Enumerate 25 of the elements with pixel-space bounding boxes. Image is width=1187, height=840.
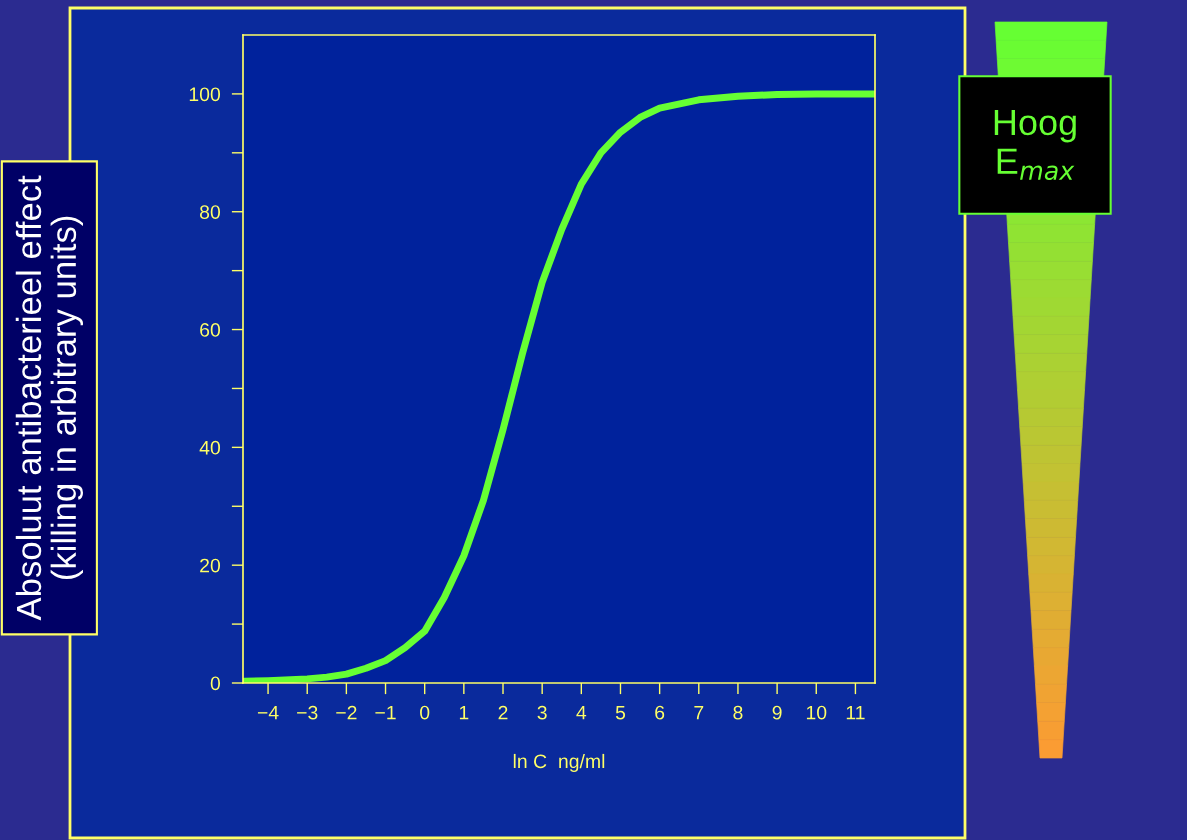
y-tick-label: 60 <box>200 323 221 337</box>
x-axis-title: ln C ng/ml <box>513 753 605 773</box>
y-tick-label: 40 <box>199 440 221 455</box>
x-tick-label: −1 <box>375 705 396 720</box>
x-tick-label: 11 <box>846 705 865 720</box>
x-tick-label: 8 <box>733 705 743 720</box>
x-tick-label: 4 <box>576 705 587 720</box>
y-tick-label: 80 <box>200 205 221 219</box>
x-tick-label: 5 <box>615 705 626 720</box>
x-tick-label: 9 <box>772 705 782 720</box>
y-tick-label: 0 <box>210 676 221 691</box>
x-tick-label: 3 <box>537 705 547 720</box>
x-tick-label: 6 <box>655 705 665 720</box>
x-tick-label: 7 <box>694 705 704 720</box>
y-tick-label: 100 <box>189 87 221 102</box>
x-tick-label: 10 <box>806 705 827 720</box>
y-tick-label: 20 <box>200 558 221 573</box>
x-tick-label: 2 <box>498 705 508 720</box>
text: Hoog E$_{max}$ <box>994 110 1076 180</box>
x-tick-label: −3 <box>297 705 318 720</box>
y-axis-title: Absoluut antibacterieel effect (killing in arbitrary units) <box>15 175 83 621</box>
x-tick-label: 1 <box>459 705 469 720</box>
x-tick-label: −2 <box>336 705 357 720</box>
x-tick-label: 0 <box>420 705 430 720</box>
x-tick-label: −4 <box>257 705 279 720</box>
